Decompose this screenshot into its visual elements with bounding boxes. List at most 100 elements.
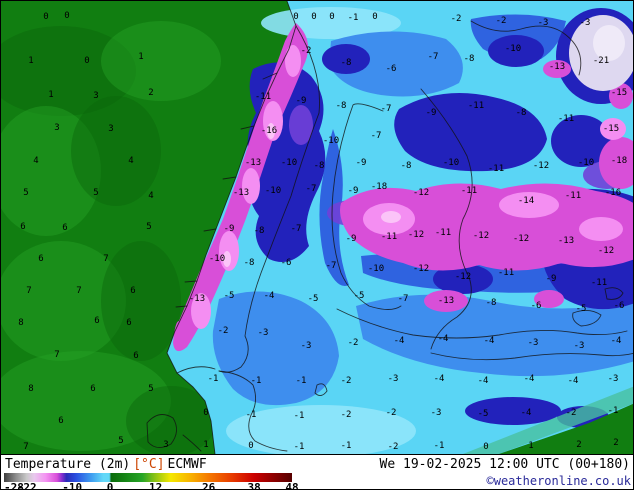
temp-value-label: -1 [433, 441, 445, 451]
temp-value-label: -2 [495, 16, 507, 26]
temp-value-label: 0 [311, 12, 317, 22]
temp-value-label: 4 [128, 156, 134, 166]
temp-value-label: -9 [425, 108, 437, 118]
temp-value-label: 0 [329, 12, 335, 22]
temp-value-label: -2 [340, 376, 352, 386]
temp-value-label: 0 [483, 442, 489, 452]
temp-value-label: 0 [43, 12, 49, 22]
temp-value-label: -1 [250, 376, 262, 386]
temp-value-label: 6 [90, 384, 96, 394]
temp-value-label: -2 [385, 408, 397, 418]
temp-value-label: -2 [565, 408, 577, 418]
temp-value-label: -10 [208, 254, 226, 264]
model-name: ECMWF [167, 456, 207, 472]
temp-value-label: -11 [564, 191, 582, 201]
temp-value-label: -6 [530, 301, 542, 311]
temp-value-label: -7 [305, 184, 317, 194]
temp-value-label: 7 [26, 286, 32, 296]
temp-value-label: 6 [20, 222, 26, 232]
temp-value-label: -6 [613, 301, 625, 311]
temp-value-label: 2 [148, 88, 154, 98]
temp-value-label: -12 [512, 234, 530, 244]
temp-value-label: -11 [380, 232, 398, 242]
temp-value-label: -11 [254, 92, 272, 102]
temp-value-label: -4 [437, 334, 449, 344]
temp-value-label: -10 [322, 136, 340, 146]
temp-value-label: -12 [597, 246, 615, 256]
temp-value-label: -9 [223, 224, 235, 234]
temp-value-label: -2 [340, 410, 352, 420]
temp-value-label: 0 [64, 11, 70, 21]
temp-value-label: -4 [567, 376, 579, 386]
temp-value-label: -18 [370, 182, 388, 192]
temp-value-label: -4 [393, 336, 405, 346]
temp-value-label: -2 [387, 442, 399, 452]
color-scale-bar [4, 473, 292, 482]
temp-value-label: -12 [412, 264, 430, 274]
temp-value-label: -12 [454, 272, 472, 282]
temp-value-label: 4 [148, 191, 154, 201]
temp-value-label: -3 [537, 18, 549, 28]
temp-value-label: -18 [610, 156, 628, 166]
temp-value-label: 0 [84, 56, 90, 66]
temp-value-label: -10 [504, 44, 522, 54]
temp-value-label: -3 [430, 408, 442, 418]
temp-value-label: -13 [557, 236, 575, 246]
map-title: Temperature (2m) [°C] ECMWF [5, 457, 207, 472]
temp-value-label: -1 [293, 411, 305, 421]
color-scale: -28 -22 -10 0 12 26 38 48 ©weatheronline.co.uk [1, 472, 633, 490]
temp-value-label: 8 [28, 384, 34, 394]
temp-value-label: 6 [133, 351, 139, 361]
temp-value-label: -16 [260, 126, 278, 136]
temp-value-label: -15 [610, 88, 628, 98]
temp-value-label: 5 [93, 188, 99, 198]
scale-tick-label: -10 [62, 481, 83, 490]
temp-value-label: -11 [467, 101, 485, 111]
color-scale-ticks: -28 -22 -10 0 12 26 38 48 [4, 481, 299, 490]
temp-value-label: -11 [590, 278, 608, 288]
scale-tick-label: 48 [285, 481, 299, 490]
scale-tick-label: -28 [4, 481, 24, 490]
temp-value-label: -11 [497, 268, 515, 278]
temp-value-label: -5 [477, 409, 489, 419]
temp-value-label: -9 [345, 234, 357, 244]
scale-tick-label: 26 [202, 481, 216, 490]
temp-value-label: -13 [437, 296, 455, 306]
temp-value-label: 6 [130, 286, 136, 296]
temp-value-label: -8 [335, 101, 347, 111]
temp-value-label: -8 [340, 58, 352, 68]
temp-value-label: -8 [243, 258, 255, 268]
temp-value-label: 0 [248, 441, 254, 451]
temp-value-label: -7 [370, 131, 382, 141]
temp-value-label: -7 [325, 261, 337, 271]
temp-value-label: 6 [126, 318, 132, 328]
temp-value-label: 2 [576, 440, 582, 450]
temp-value-label: -13 [188, 294, 206, 304]
temp-value-label: 3 [108, 124, 114, 134]
temp-value-label: -1 [347, 13, 359, 23]
scale-tick-label: -22 [16, 481, 37, 490]
temp-value-label: 6 [38, 254, 44, 264]
temperature-field-map [1, 1, 633, 454]
temp-value-label: -11 [460, 186, 478, 196]
temp-value-label: -4 [523, 374, 535, 384]
temp-value-label: -2 [347, 338, 359, 348]
temp-value-label: 7 [54, 350, 60, 360]
temp-value-label: -10 [264, 186, 282, 196]
temp-value-label: -3 [300, 341, 312, 351]
temp-value-label: -13 [548, 62, 566, 72]
cold-air-region [167, 1, 633, 454]
temp-value-label: 6 [94, 316, 100, 326]
temp-value-label: -8 [463, 54, 475, 64]
temperature-unit: [°C] [133, 456, 165, 472]
temp-value-label: -2 [217, 326, 229, 336]
temp-value-label: -8 [400, 161, 412, 171]
temp-value-label: -2 [450, 14, 462, 24]
temp-value-label: -3 [527, 338, 539, 348]
copyright: ©weatheronline.co.uk [486, 474, 632, 488]
temp-value-label: -3 [257, 328, 269, 338]
temp-value-label: 6 [62, 223, 68, 233]
temp-value-label: 7 [103, 254, 109, 264]
temp-value-label: -5 [223, 291, 235, 301]
